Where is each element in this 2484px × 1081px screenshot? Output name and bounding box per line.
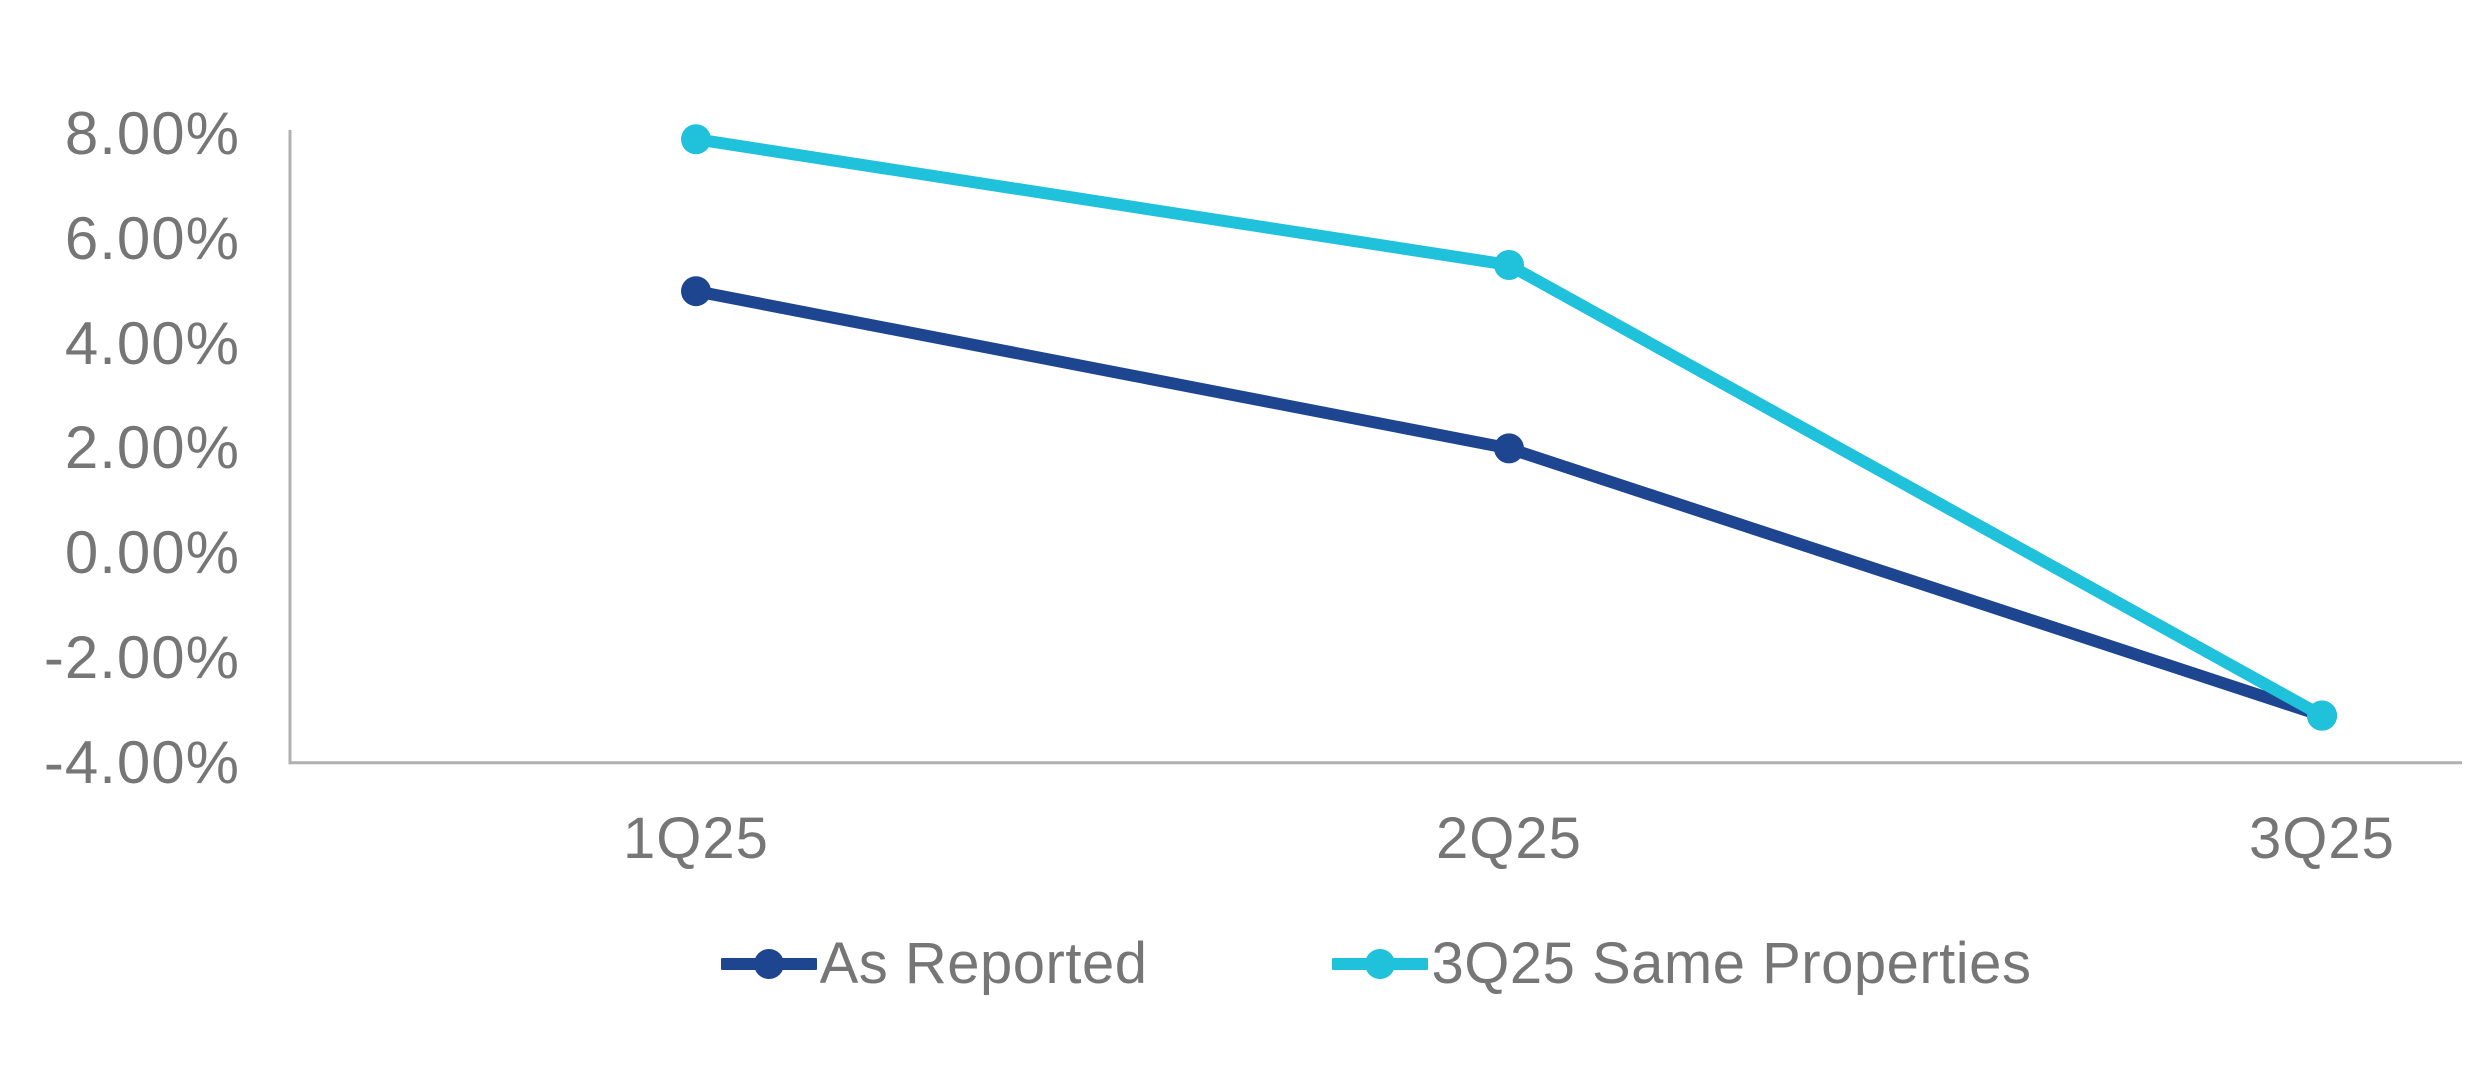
x-axis-tick-label: 3Q25	[2249, 806, 2395, 871]
y-axis-tick-label: 6.00%	[64, 204, 240, 272]
data-point-as-reported-1q25	[681, 276, 711, 307]
legend-item-as-reported: As Reported	[720, 930, 1148, 997]
y-axis-tick-label: 2.00%	[64, 414, 240, 482]
y-axis-tick-label: -2.00%	[43, 624, 240, 691]
legend-marker-icon	[1332, 948, 1429, 979]
y-axis-tick-label: 0.00%	[64, 519, 240, 587]
x-axis-tick-label: 1Q25	[623, 806, 769, 871]
legend-label: As Reported	[819, 931, 1148, 996]
data-point-3q25-same-properties-1q25	[681, 124, 711, 155]
legend-label: 3Q25 Same Properties	[1431, 931, 2032, 996]
legend-item-3q25-same-properties: 3Q25 Same Properties	[1332, 930, 2031, 997]
series-line-as-reported	[690, 285, 2328, 722]
data-point-3q25-same-properties-3q25	[2307, 700, 2337, 731]
y-axis-tick-label: 8.00%	[64, 100, 240, 167]
y-axis-tick-label: -4.00%	[43, 728, 240, 796]
legend-marker-icon	[720, 948, 817, 979]
y-axis-tick-label: 4.00%	[64, 309, 240, 377]
chart-legend: As Reported 3Q25 Same Properties	[290, 930, 2462, 997]
x-axis-tick-label: 2Q25	[1436, 806, 1582, 871]
data-point-as-reported-2q25	[1494, 433, 1524, 464]
data-point-3q25-same-properties-2q25	[1494, 250, 1524, 280]
